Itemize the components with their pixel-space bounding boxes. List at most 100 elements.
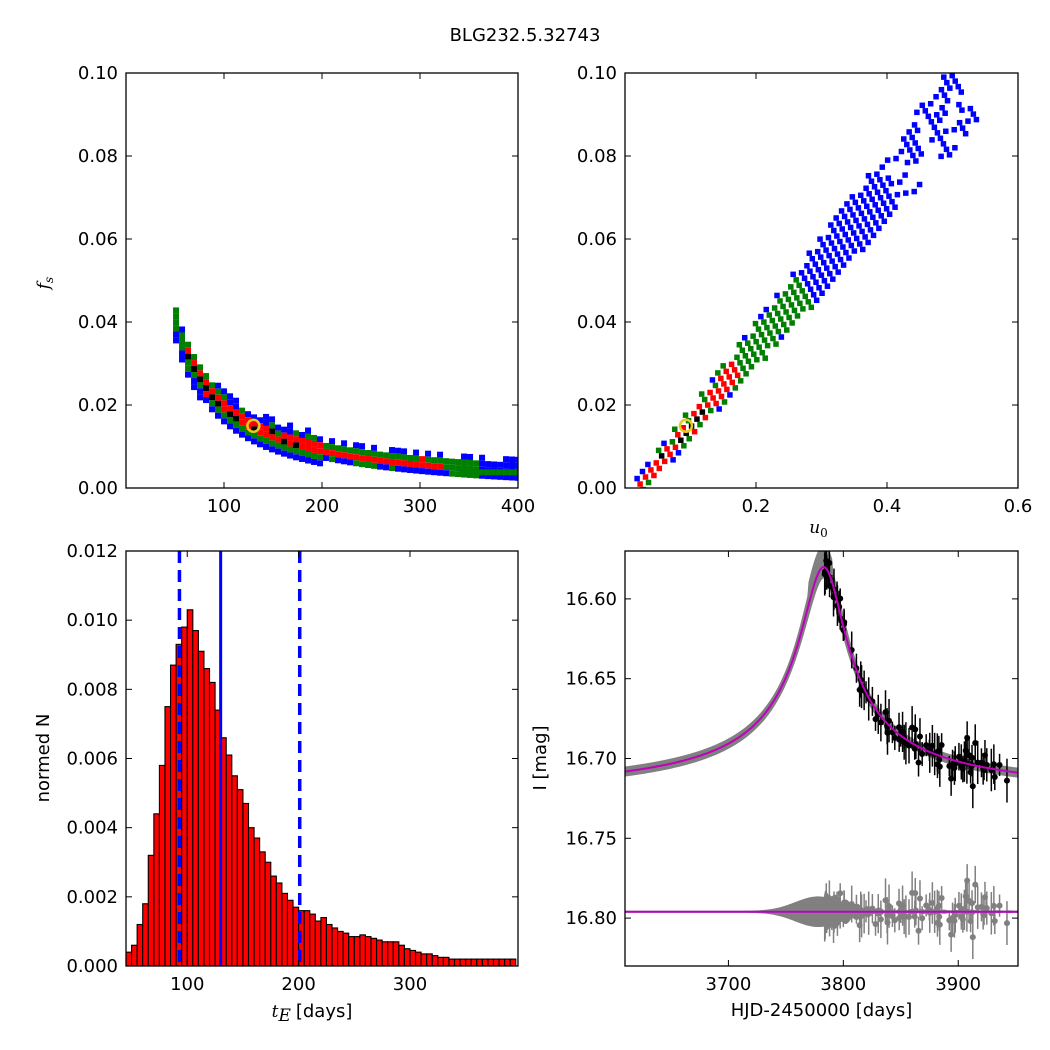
- heatmap-cell: [407, 460, 414, 467]
- x-tick-label: 200: [305, 496, 339, 517]
- heatmap-cell: [233, 403, 240, 410]
- data-point: [886, 717, 893, 724]
- heatmap-cell: [275, 442, 282, 449]
- heatmap-cell: [251, 420, 258, 427]
- heatmap-cell: [407, 454, 414, 461]
- heatmap-cell: [876, 225, 882, 232]
- data-point: [962, 747, 969, 754]
- heatmap-cell: [830, 276, 836, 282]
- heatmap-cell: [707, 389, 713, 396]
- heatmap-cell: [173, 319, 180, 326]
- heatmap-cell: [802, 293, 808, 300]
- heatmap-cell: [431, 469, 438, 476]
- heatmap-cell: [839, 226, 845, 232]
- heatmap-cell: [812, 261, 819, 267]
- heatmap-cell: [704, 402, 711, 408]
- plot-area: [625, 551, 1018, 960]
- heatmap-cell: [962, 130, 969, 137]
- y-tick-label: 0.000: [66, 956, 118, 977]
- heatmap-cell: [287, 452, 294, 459]
- heatmap-cell: [401, 454, 408, 461]
- heatmap-cell: [215, 382, 222, 389]
- x-tick-label: 0.6: [1004, 496, 1033, 517]
- heatmap-cell: [293, 436, 300, 443]
- heatmap-cell: [938, 86, 945, 93]
- heatmap-cell: [758, 331, 765, 338]
- heatmap-cell: [239, 425, 246, 432]
- histogram-bar: [131, 944, 138, 966]
- data-point: [929, 742, 936, 749]
- heatmap-cell: [804, 281, 811, 287]
- heatmap-cell: [317, 448, 324, 455]
- histogram-bar: [342, 932, 350, 966]
- heatmap-cell: [299, 455, 306, 462]
- histogram-bar: [203, 668, 211, 966]
- heatmap-cell: [655, 447, 662, 454]
- heatmap-cell: [347, 453, 354, 460]
- heatmap-cell: [287, 446, 294, 453]
- heatmap-cell: [203, 379, 210, 386]
- heatmap-cell: [937, 135, 944, 142]
- histogram-bar: [303, 910, 311, 966]
- heatmap-cell: [269, 428, 276, 435]
- heatmap-cell: [329, 450, 336, 457]
- heatmap-cell: [473, 460, 480, 467]
- histogram-bar: [359, 934, 366, 966]
- heatmap-cell: [944, 97, 951, 104]
- heatmap-cell: [305, 451, 312, 458]
- histogram-bar: [247, 827, 255, 966]
- heatmap-cell: [263, 437, 270, 444]
- histogram-bar: [387, 941, 394, 966]
- heatmap-cell: [759, 349, 765, 356]
- residual-point: [948, 931, 955, 938]
- heatmap-cell: [723, 368, 729, 375]
- heatmap-cell: [938, 153, 944, 160]
- heatmap-cell: [883, 187, 889, 194]
- heatmap-cell: [425, 462, 432, 469]
- heatmap-cell: [857, 192, 864, 199]
- heatmap-cell: [389, 447, 396, 454]
- heatmap-cell: [419, 468, 426, 475]
- heatmap-cell: [347, 447, 354, 454]
- heatmap-cell: [215, 388, 222, 395]
- x-tick-label: 200: [281, 974, 315, 995]
- heatmap-cell: [293, 430, 300, 437]
- heatmap-cell: [173, 337, 180, 344]
- histogram-bar: [481, 958, 489, 966]
- heatmap-cell: [317, 442, 324, 449]
- heatmap-cell: [191, 360, 198, 367]
- histogram-bar: [492, 958, 500, 966]
- heatmap-cell: [656, 465, 663, 472]
- heatmap-cell: [281, 426, 288, 433]
- heatmap-cell: [251, 426, 258, 433]
- y-tick-label: 0.08: [577, 146, 617, 167]
- heatmap-cell: [807, 286, 814, 293]
- heatmap-cell: [754, 356, 760, 363]
- heatmap-cell: [509, 474, 516, 481]
- heatmap-cell: [233, 427, 240, 434]
- heatmap-cell: [927, 101, 934, 107]
- histogram-bar: [509, 958, 517, 966]
- heatmap-cell: [914, 109, 920, 116]
- residual-point: [923, 902, 930, 909]
- data-point: [948, 775, 955, 782]
- panel-light-curve: 3700 3800 3900 16.60 16.65 16.70 16.75 16.80 HJD…: [530, 550, 1019, 1021]
- heatmap-cell: [491, 473, 498, 480]
- best-fit-marker: [678, 418, 694, 433]
- histogram-bar: [208, 681, 216, 966]
- histogram-bar: [364, 936, 372, 966]
- heatmap-cell: [846, 255, 852, 261]
- data-point: [912, 726, 919, 733]
- data-point: [877, 719, 884, 726]
- heatmap-cell: [365, 462, 372, 469]
- heatmap-cell: [287, 434, 294, 441]
- heatmap-cell: [281, 438, 288, 445]
- heatmap-cell: [790, 271, 796, 278]
- heatmap-cell: [694, 416, 700, 422]
- heatmap-cell: [221, 388, 228, 395]
- heatmap-cell: [503, 456, 510, 463]
- residual-point: [990, 902, 997, 909]
- heatmap-cell: [483, 469, 490, 476]
- heatmap-cell: [227, 399, 234, 406]
- heatmap-cell: [904, 141, 910, 148]
